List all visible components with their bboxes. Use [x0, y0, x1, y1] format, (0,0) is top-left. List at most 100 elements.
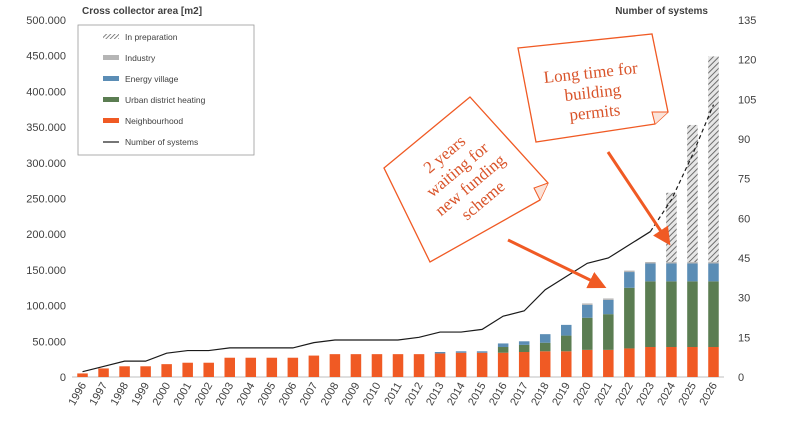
- x-tick-label: 2003: [214, 381, 237, 408]
- x-tick-label: 2002: [193, 381, 216, 408]
- right-tick-label: 45: [738, 253, 750, 265]
- bar-neighbourhood-2020: [582, 349, 593, 377]
- left-tick-label: 450.000: [26, 51, 66, 63]
- bar-neighbourhood-2011: [392, 354, 404, 377]
- right-tick-label: 15: [738, 332, 750, 344]
- bar-industry-2025: [687, 262, 698, 264]
- bar-in-preparation-2025: [687, 124, 698, 263]
- bar-energy-village-2014: [455, 351, 467, 353]
- bar-urban-district-heating-2018: [539, 342, 551, 352]
- legend-swatch-industry: [103, 55, 119, 60]
- number-of-systems-line: [82, 104, 715, 373]
- x-tick-label: 2007: [298, 381, 321, 408]
- legend-swatch-energy-village: [103, 76, 119, 81]
- bar-neighbourhood-1997: [98, 368, 109, 377]
- x-tick-label: 2021: [592, 381, 615, 408]
- x-tick-label: 2004: [235, 381, 258, 408]
- left-tick-label: 150.000: [26, 265, 66, 277]
- left-tick-label: 50.000: [32, 336, 66, 348]
- bar-neighbourhood-2009: [350, 354, 362, 377]
- left-tick-label: 350.000: [26, 122, 66, 134]
- x-tick-label: 2025: [676, 381, 699, 408]
- bar-neighbourhood-1998: [119, 366, 130, 377]
- right-tick-label: 90: [738, 134, 750, 146]
- bar-urban-district-heating-2017: [518, 344, 530, 353]
- right-tick-label: 135: [738, 15, 756, 27]
- x-tick-label: 2019: [550, 381, 573, 408]
- bar-neighbourhood-1996: [77, 373, 88, 377]
- bar-urban-district-heating-2016: [497, 347, 509, 353]
- bar-energy-village-2015: [476, 351, 488, 353]
- bar-neighbourhood-2014: [455, 352, 467, 377]
- legend-label: Number of systems: [125, 137, 198, 147]
- right-axis-ticks: 0 15 30 45 60 75 90 105 120 135: [738, 15, 756, 384]
- legend-label: Energy village: [125, 74, 179, 84]
- bar-urban-district-heating-2024: [666, 281, 677, 348]
- x-tick-label: 2009: [340, 381, 363, 408]
- bar-neighbourhood-2006: [287, 357, 299, 377]
- bar-industry-2021: [603, 298, 614, 300]
- x-tick-label: 2010: [361, 381, 384, 408]
- bar-energy-village-2013: [434, 352, 446, 354]
- bar-energy-village-2026: [708, 263, 719, 282]
- legend: In preparation Industry Energy village Urba…: [77, 24, 255, 156]
- x-tick-label: 2022: [613, 381, 636, 408]
- bar-industry-2020: [582, 303, 593, 305]
- bar-neighbourhood-2022: [624, 348, 635, 377]
- bar-energy-village-2016: [497, 343, 509, 348]
- bar-neighbourhood-2010: [371, 354, 383, 377]
- x-tick-label: 1998: [109, 381, 132, 408]
- bar-neighbourhood-2024: [666, 347, 677, 377]
- left-axis-title: Cross collector area [m2]: [82, 6, 202, 17]
- bar-industry-2024: [666, 262, 677, 264]
- x-tick-label: 2020: [571, 381, 594, 408]
- bar-urban-district-heating-2025: [687, 281, 698, 348]
- bar-neighbourhood-2002: [203, 362, 214, 377]
- legend-label: In preparation: [125, 32, 178, 42]
- x-tick-label: 1996: [66, 381, 89, 408]
- bar-neighbourhood-2017: [518, 352, 530, 377]
- legend-label: Neighbourhood: [125, 116, 183, 126]
- left-tick-label: 300.000: [26, 158, 66, 170]
- bar-industry-2026: [708, 262, 719, 264]
- bar-neighbourhood-2005: [266, 357, 278, 377]
- x-tick-label: 2012: [403, 381, 426, 408]
- bar-urban-district-heating-2019: [561, 335, 572, 352]
- bar-energy-village-2021: [603, 299, 614, 315]
- right-tick-label: 75: [738, 174, 750, 186]
- x-tick-label: 2017: [508, 381, 531, 408]
- legend-swatch-in-preparation: [103, 34, 119, 39]
- bar-neighbourhood-2018: [539, 351, 551, 377]
- bar-urban-district-heating-2022: [624, 287, 635, 349]
- legend-swatch-neighbourhood: [103, 118, 119, 123]
- bar-neighbourhood-2012: [413, 354, 425, 377]
- bar-urban-district-heating-2020: [582, 317, 593, 350]
- bar-energy-village-2023: [645, 263, 656, 282]
- bar-neighbourhood-2001: [182, 362, 193, 377]
- x-tick-label: 2024: [655, 381, 678, 408]
- bar-energy-village-2019: [561, 324, 572, 336]
- right-tick-label: 105: [738, 94, 756, 106]
- x-tick-label: 2016: [487, 380, 510, 407]
- bar-neighbourhood-2021: [603, 349, 614, 377]
- x-tick-label: 1997: [88, 381, 111, 408]
- right-tick-label: 60: [738, 213, 750, 225]
- left-tick-label: 0: [60, 372, 66, 384]
- bar-energy-village-2025: [687, 263, 698, 282]
- bar-neighbourhood-2016: [497, 352, 509, 377]
- bar-energy-village-2020: [582, 304, 593, 318]
- bar-energy-village-2017: [518, 341, 530, 345]
- left-axis-ticks: 0 50.000 100.000 150.000 200.000 250.000 300.0…: [26, 15, 66, 384]
- bar-neighbourhood-2023: [645, 347, 656, 377]
- x-tick-label: 2005: [256, 381, 279, 408]
- bar-neighbourhood-2008: [329, 354, 341, 377]
- bar-in-preparation-2026: [708, 56, 719, 263]
- bar-neighbourhood-2015: [476, 352, 488, 377]
- x-tick-label: 2026: [697, 381, 720, 408]
- left-tick-label: 400.000: [26, 86, 66, 98]
- right-tick-label: 120: [738, 55, 756, 67]
- bar-neighbourhood-2019: [561, 351, 572, 377]
